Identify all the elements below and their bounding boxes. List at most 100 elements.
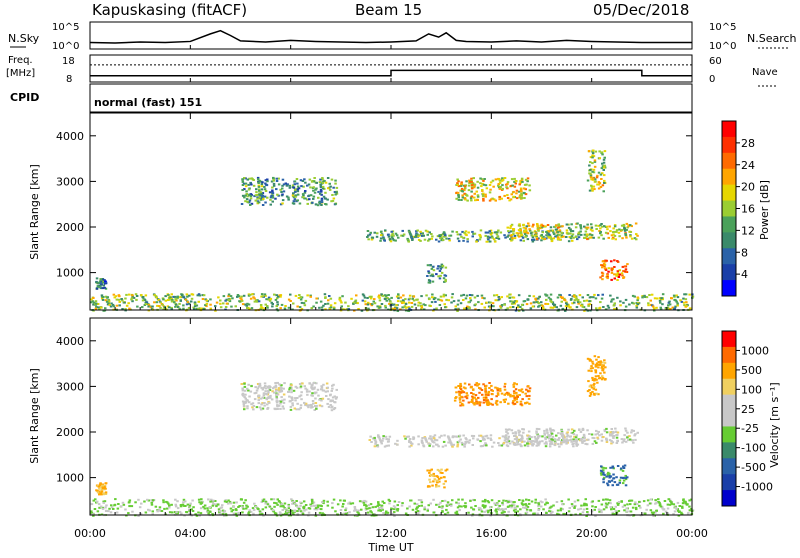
data-cell-1 — [392, 505, 396, 508]
data-cell-3 — [382, 435, 385, 438]
data-cell-5 — [556, 231, 559, 234]
data-cell-2 — [303, 178, 306, 181]
data-cell-1 — [171, 298, 174, 301]
data-cell-1 — [600, 503, 604, 506]
data-cell-5 — [539, 227, 542, 230]
data-cell-5 — [629, 231, 632, 233]
data-cell-1 — [389, 300, 392, 303]
data-cell-2 — [292, 202, 296, 205]
data-cell-1 — [408, 505, 411, 508]
data-cell-3 — [396, 443, 399, 446]
data-cell-5 — [595, 441, 598, 444]
xtick-label: 08:00 — [275, 527, 307, 540]
data-cell-2 — [253, 392, 256, 395]
data-cell-3 — [478, 238, 482, 241]
data-cell-5 — [623, 226, 626, 229]
data-cell-1 — [342, 512, 346, 515]
data-cell-3 — [371, 236, 375, 239]
data-cell-5 — [581, 440, 584, 443]
data-cell-1 — [471, 513, 475, 516]
data-cell-1 — [567, 305, 571, 308]
data-cell-1 — [319, 300, 323, 303]
data-cell-3 — [479, 229, 483, 232]
data-cell-1 — [264, 294, 267, 297]
data-cell-1 — [397, 294, 400, 297]
data-cell-5 — [518, 434, 521, 437]
data-cell-1 — [432, 498, 435, 501]
data-cell-1 — [198, 307, 202, 310]
data-cell-1 — [102, 501, 105, 504]
data-cell-1 — [659, 308, 663, 311]
data-cell-1 — [186, 503, 190, 506]
data-cell-1 — [567, 510, 571, 513]
data-cell-6 — [431, 484, 434, 487]
data-cell-2 — [271, 186, 274, 189]
data-cell-1 — [188, 294, 191, 297]
data-cell-1 — [314, 514, 318, 517]
data-cell-5 — [535, 438, 539, 441]
data-cell-1 — [666, 503, 670, 506]
data-cell-2 — [244, 401, 248, 404]
data-cell-1 — [586, 511, 589, 513]
data-cell-1 — [384, 298, 387, 301]
data-cell-5 — [547, 232, 550, 235]
data-cell-5 — [535, 432, 538, 435]
data-cell-2 — [248, 395, 251, 398]
data-cell-3 — [493, 231, 497, 234]
data-cell-5 — [514, 432, 517, 435]
data-cell-5 — [583, 436, 586, 439]
data-cell-7 — [621, 265, 625, 268]
cpid-text: normal (fast) 151 — [94, 96, 202, 109]
data-cell-1 — [633, 295, 636, 298]
data-cell-2 — [309, 186, 312, 189]
data-cell-3 — [464, 437, 467, 440]
data-cell-1 — [251, 507, 255, 510]
data-cell-1 — [168, 298, 171, 301]
data-cell-1 — [450, 296, 454, 299]
data-cell-2 — [294, 190, 297, 193]
data-cell-2 — [263, 195, 267, 198]
data-cell-4 — [490, 384, 493, 387]
data-cell-1 — [668, 300, 671, 303]
data-cell-1 — [605, 506, 608, 509]
data-cell-5 — [583, 233, 587, 236]
data-cell-3 — [471, 235, 474, 238]
data-cell-4 — [461, 196, 465, 199]
data-cell-5 — [557, 236, 560, 239]
data-cell-1 — [495, 294, 499, 297]
data-cell-1 — [367, 307, 370, 310]
data-cell-1 — [236, 294, 240, 296]
data-cell-1 — [464, 505, 468, 508]
data-cell-4 — [494, 386, 497, 389]
data-cell-1 — [455, 501, 458, 504]
data-cell-5 — [504, 428, 508, 431]
data-cell-1 — [537, 509, 540, 511]
data-cell-4 — [462, 399, 465, 402]
data-cell-1 — [564, 309, 567, 312]
data-cell-3 — [432, 435, 435, 438]
data-cell-1 — [127, 512, 130, 515]
data-cell-5 — [597, 430, 600, 433]
data-cell-3 — [526, 437, 529, 440]
data-cell-1 — [514, 508, 517, 511]
data-cell-1 — [495, 508, 498, 511]
data-cell-4 — [513, 180, 516, 183]
data-cell-1 — [549, 298, 552, 301]
data-cell-1 — [456, 506, 460, 509]
data-cell-3 — [552, 231, 555, 234]
data-cell-5 — [626, 226, 629, 229]
data-cell-2 — [275, 389, 278, 392]
data-cell-1 — [607, 502, 611, 504]
data-cell-1 — [174, 505, 178, 508]
data-cell-6 — [438, 270, 442, 272]
data-cell-5 — [549, 443, 552, 446]
data-cell-1 — [104, 506, 107, 509]
data-cell-3 — [530, 436, 533, 439]
data-cell-1 — [610, 508, 613, 511]
data-cell-1 — [145, 301, 149, 304]
data-cell-1 — [499, 306, 503, 309]
data-cell-5 — [632, 441, 635, 444]
data-cell-4 — [496, 393, 500, 396]
data-cell-4 — [472, 393, 475, 396]
data-cell-5 — [504, 438, 508, 441]
